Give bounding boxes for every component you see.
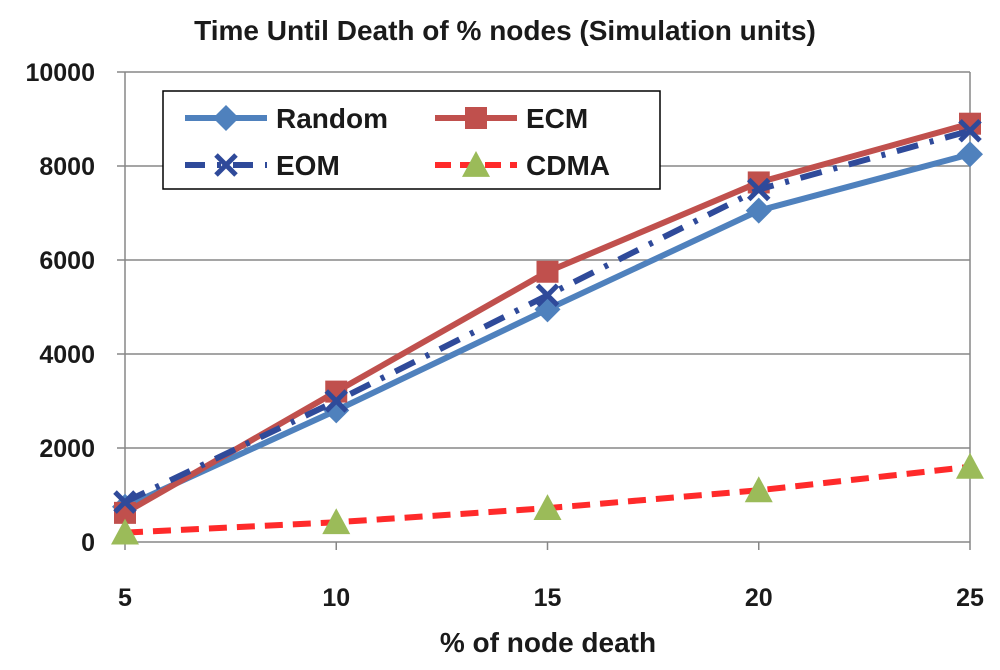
x-marker-stroke [958, 118, 982, 143]
x-marker-stroke [113, 490, 137, 514]
legend-entry-ecm: ECM [435, 103, 588, 134]
legend-marker-cdma [462, 151, 490, 177]
series-eom [113, 118, 982, 514]
y-tick-label: 8000 [39, 153, 95, 181]
series-group [111, 112, 984, 545]
x-axis-label: % of node death [440, 627, 656, 658]
x-marker-stroke [746, 177, 771, 202]
series-line-random [123, 151, 971, 510]
y-tick-label: 4000 [39, 341, 95, 369]
x-tick-label: 25 [956, 584, 984, 612]
data-point-eom [324, 389, 349, 413]
legend-label-ecm: ECM [526, 103, 588, 134]
data-point-random [745, 197, 772, 224]
legend-entry-eom: EOM [185, 150, 340, 181]
x-marker-stroke [324, 389, 349, 413]
legend-entry-cdma: CDMA [435, 150, 610, 181]
x-tick-label: 15 [534, 584, 562, 612]
data-point-eom [958, 118, 982, 143]
chart-title: Time Until Death of % nodes (Simulation … [194, 15, 816, 46]
legend-marker-ecm [465, 107, 487, 129]
y-tick-label: 10000 [25, 59, 95, 87]
legend-entry-random: Random [185, 103, 388, 134]
y-tick-label: 0 [81, 529, 95, 557]
legend-marker-random [213, 105, 239, 131]
x-marker-stroke [214, 153, 238, 177]
data-point-eom [746, 177, 771, 202]
series-cdma [111, 452, 984, 545]
data-point-cdma [533, 494, 562, 521]
data-point-cdma [111, 518, 139, 545]
axes: 0 2000 4000 6000 8000 10000 5 10 15 20 25 [25, 59, 984, 612]
legend-box [162, 90, 661, 190]
data-point-cdma [956, 452, 984, 479]
y-tick-label: 6000 [39, 247, 95, 275]
legend-label-cdma: CDMA [526, 150, 610, 181]
legend-marker-eom [214, 153, 238, 177]
legend-label-random: Random [276, 103, 388, 134]
y-tick-label: 2000 [39, 435, 95, 463]
x-marker-stroke [535, 283, 560, 308]
x-tick-label: 5 [118, 584, 132, 612]
data-point-random [323, 397, 350, 424]
data-point-cdma [744, 476, 773, 503]
legend: Random ECM EOM CDMA [162, 90, 661, 190]
data-point-ecm [536, 260, 559, 283]
data-point-cdma [322, 508, 351, 535]
data-point-random [957, 141, 983, 168]
legend-label-eom: EOM [276, 150, 340, 181]
series-random [112, 141, 983, 520]
data-point-eom [113, 490, 137, 514]
data-point-eom [535, 283, 560, 308]
x-tick-label: 20 [745, 584, 773, 612]
x-tick-label: 10 [322, 584, 350, 612]
